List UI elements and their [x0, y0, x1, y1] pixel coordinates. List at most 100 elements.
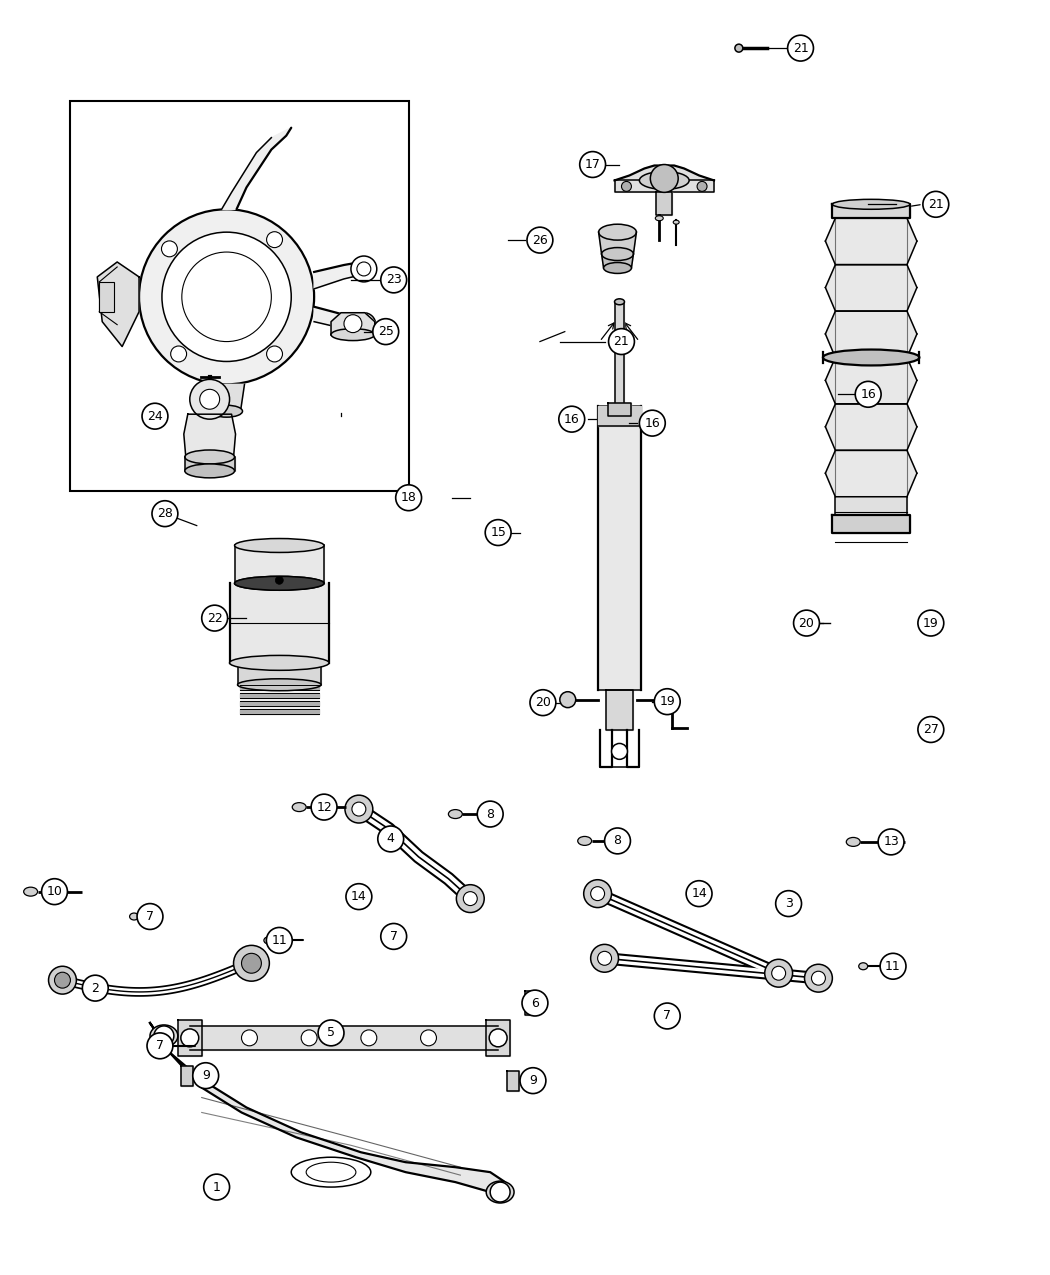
- Ellipse shape: [823, 349, 920, 366]
- Ellipse shape: [859, 963, 867, 970]
- Circle shape: [267, 927, 292, 954]
- Circle shape: [373, 319, 399, 344]
- Text: 6: 6: [531, 997, 539, 1010]
- Polygon shape: [239, 685, 319, 690]
- Polygon shape: [825, 404, 917, 450]
- Text: 16: 16: [645, 417, 660, 430]
- Polygon shape: [239, 692, 319, 697]
- Text: 8: 8: [613, 834, 622, 848]
- Polygon shape: [833, 515, 910, 533]
- Polygon shape: [181, 1066, 193, 1085]
- Text: 7: 7: [156, 1039, 164, 1052]
- Circle shape: [181, 1029, 198, 1047]
- Circle shape: [381, 923, 406, 950]
- Circle shape: [193, 1063, 218, 1089]
- Polygon shape: [825, 311, 917, 357]
- Text: 15: 15: [490, 527, 506, 539]
- Circle shape: [609, 329, 634, 354]
- Circle shape: [764, 959, 793, 987]
- Polygon shape: [507, 1071, 519, 1090]
- Circle shape: [639, 411, 666, 436]
- Polygon shape: [614, 302, 625, 421]
- Polygon shape: [234, 546, 324, 583]
- Polygon shape: [331, 312, 375, 334]
- Ellipse shape: [614, 298, 625, 305]
- Circle shape: [147, 1033, 173, 1058]
- Polygon shape: [314, 307, 361, 332]
- Circle shape: [204, 1174, 230, 1200]
- Circle shape: [772, 966, 785, 980]
- Ellipse shape: [655, 215, 664, 221]
- Polygon shape: [177, 1020, 202, 1056]
- Bar: [100, 282, 114, 311]
- Circle shape: [457, 885, 484, 913]
- Polygon shape: [239, 701, 319, 705]
- Text: 7: 7: [664, 1010, 671, 1023]
- Circle shape: [352, 312, 376, 337]
- Circle shape: [345, 796, 373, 824]
- Circle shape: [361, 1030, 377, 1046]
- Circle shape: [559, 407, 585, 432]
- Polygon shape: [486, 1020, 510, 1056]
- Polygon shape: [209, 384, 245, 412]
- Circle shape: [378, 826, 403, 852]
- Text: 23: 23: [385, 273, 401, 287]
- Polygon shape: [602, 254, 633, 268]
- Ellipse shape: [185, 464, 234, 478]
- Polygon shape: [606, 690, 633, 729]
- Circle shape: [580, 152, 606, 177]
- Polygon shape: [825, 265, 917, 311]
- Circle shape: [485, 520, 511, 546]
- Circle shape: [142, 403, 168, 430]
- Ellipse shape: [486, 1181, 514, 1204]
- Circle shape: [520, 1067, 546, 1094]
- Circle shape: [55, 973, 70, 988]
- Circle shape: [463, 891, 478, 905]
- Ellipse shape: [264, 937, 273, 944]
- Ellipse shape: [307, 1163, 356, 1182]
- Circle shape: [527, 227, 553, 252]
- Circle shape: [171, 346, 187, 362]
- Ellipse shape: [602, 247, 633, 260]
- Text: 7: 7: [146, 910, 154, 923]
- Circle shape: [880, 954, 906, 979]
- Ellipse shape: [598, 224, 636, 240]
- Ellipse shape: [833, 199, 910, 209]
- Circle shape: [233, 945, 270, 982]
- Circle shape: [489, 1029, 507, 1047]
- Bar: [70, 101, 408, 491]
- Circle shape: [152, 501, 177, 527]
- Circle shape: [351, 256, 377, 282]
- Polygon shape: [608, 403, 631, 416]
- Circle shape: [357, 261, 371, 275]
- Text: 17: 17: [585, 158, 601, 171]
- Circle shape: [776, 891, 801, 917]
- Text: 28: 28: [158, 507, 173, 520]
- Circle shape: [318, 1020, 344, 1045]
- Circle shape: [591, 945, 618, 973]
- Circle shape: [190, 380, 230, 419]
- Circle shape: [275, 576, 284, 584]
- Circle shape: [381, 266, 406, 293]
- Circle shape: [654, 688, 680, 714]
- Ellipse shape: [211, 405, 243, 417]
- Text: 21: 21: [928, 198, 944, 210]
- Circle shape: [522, 991, 548, 1016]
- Text: 11: 11: [272, 933, 288, 947]
- Text: 19: 19: [659, 695, 675, 708]
- Circle shape: [650, 164, 678, 193]
- Text: 21: 21: [613, 335, 629, 348]
- Circle shape: [530, 690, 555, 715]
- Text: 20: 20: [799, 617, 815, 630]
- Polygon shape: [190, 1026, 498, 1049]
- Circle shape: [794, 611, 819, 636]
- Circle shape: [242, 954, 261, 973]
- Text: 25: 25: [378, 325, 394, 338]
- Text: 10: 10: [46, 885, 62, 898]
- Ellipse shape: [292, 803, 307, 812]
- Circle shape: [154, 1026, 174, 1045]
- Circle shape: [162, 241, 177, 256]
- Text: 11: 11: [885, 960, 901, 973]
- Ellipse shape: [234, 576, 324, 590]
- Circle shape: [301, 1030, 317, 1046]
